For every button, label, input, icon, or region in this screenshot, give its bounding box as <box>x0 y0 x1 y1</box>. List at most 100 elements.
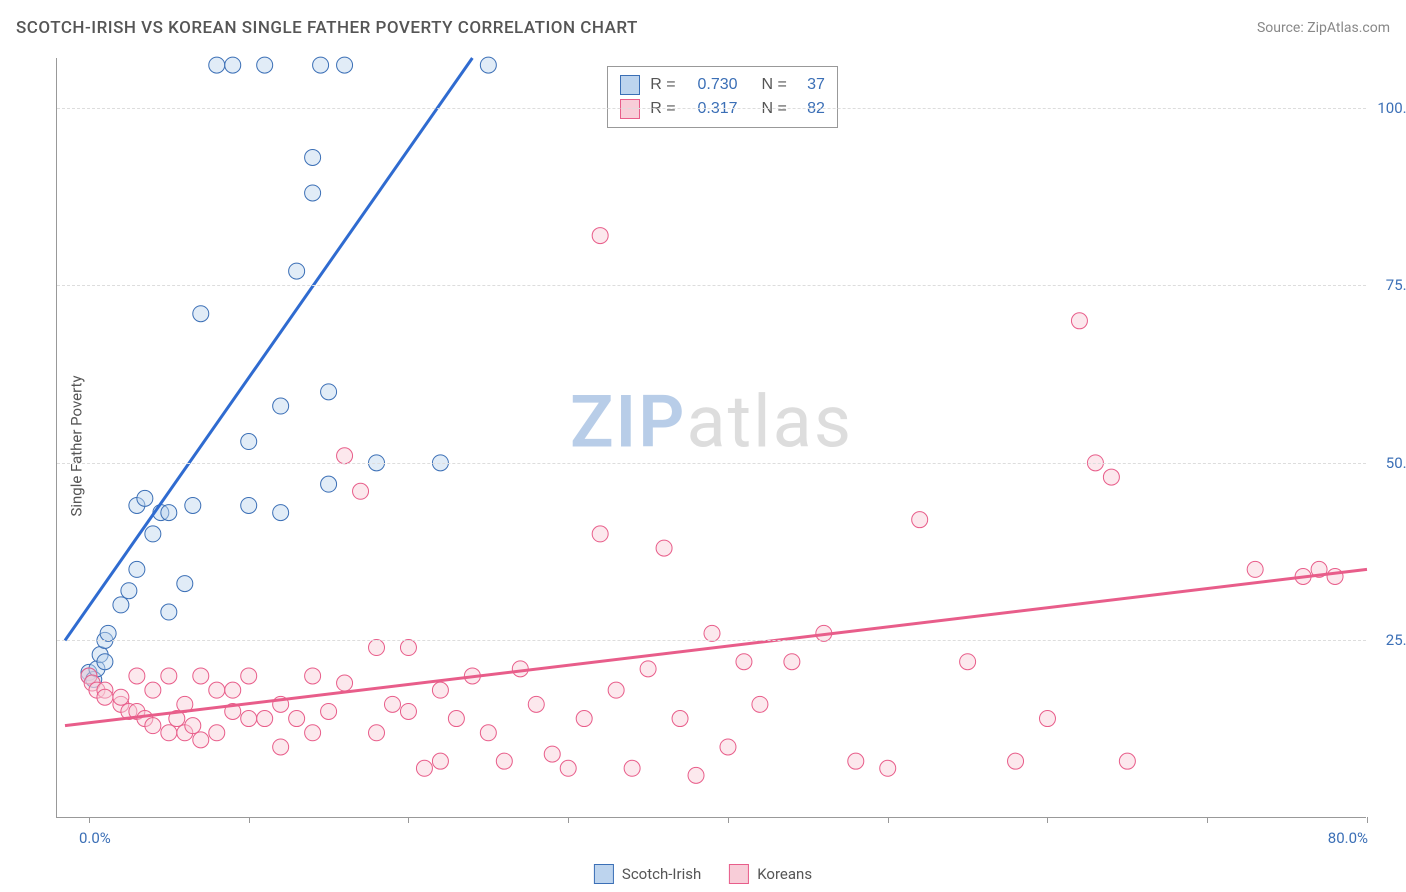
data-point[interactable] <box>608 682 624 698</box>
data-point[interactable] <box>592 228 608 244</box>
data-point[interactable] <box>369 725 385 741</box>
data-point[interactable] <box>241 668 257 684</box>
data-point[interactable] <box>960 654 976 670</box>
data-point[interactable] <box>225 682 241 698</box>
data-point[interactable] <box>145 526 161 542</box>
data-point[interactable] <box>720 739 736 755</box>
data-point[interactable] <box>185 718 201 734</box>
data-point[interactable] <box>400 703 416 719</box>
data-point[interactable] <box>145 682 161 698</box>
data-point[interactable] <box>1327 569 1343 585</box>
data-point[interactable] <box>113 597 129 613</box>
data-point[interactable] <box>432 682 448 698</box>
data-point[interactable] <box>353 483 369 499</box>
gridline <box>57 108 1366 109</box>
data-point[interactable] <box>1247 561 1263 577</box>
data-point[interactable] <box>321 384 337 400</box>
data-point[interactable] <box>289 263 305 279</box>
data-point[interactable] <box>640 661 656 677</box>
data-point[interactable] <box>848 753 864 769</box>
data-point[interactable] <box>480 57 496 73</box>
data-point[interactable] <box>688 767 704 783</box>
data-point[interactable] <box>1071 313 1087 329</box>
legend-label: Scotch-Irish <box>622 865 701 883</box>
data-point[interactable] <box>544 746 560 762</box>
data-point[interactable] <box>337 448 353 464</box>
data-point[interactable] <box>752 696 768 712</box>
data-point[interactable] <box>241 434 257 450</box>
data-point[interactable] <box>656 540 672 556</box>
data-point[interactable] <box>305 149 321 165</box>
data-point[interactable] <box>289 711 305 727</box>
data-point[interactable] <box>912 512 928 528</box>
data-point[interactable] <box>209 682 225 698</box>
data-point[interactable] <box>496 753 512 769</box>
source-link[interactable]: ZipAtlas.com <box>1307 20 1390 36</box>
data-point[interactable] <box>305 668 321 684</box>
data-point[interactable] <box>177 576 193 592</box>
data-point[interactable] <box>193 306 209 322</box>
data-point[interactable] <box>185 497 201 513</box>
legend-item[interactable]: Scotch-Irish <box>594 864 701 884</box>
data-point[interactable] <box>736 654 752 670</box>
data-point[interactable] <box>384 696 400 712</box>
data-point[interactable] <box>97 654 113 670</box>
stats-r-value: 0.730 <box>686 76 738 94</box>
data-point[interactable] <box>480 725 496 741</box>
data-point[interactable] <box>784 654 800 670</box>
data-point[interactable] <box>257 57 273 73</box>
data-point[interactable] <box>209 725 225 741</box>
data-point[interactable] <box>592 526 608 542</box>
data-point[interactable] <box>209 57 225 73</box>
data-point[interactable] <box>113 689 129 705</box>
x-tick <box>89 817 90 823</box>
data-point[interactable] <box>305 725 321 741</box>
data-point[interactable] <box>273 739 289 755</box>
data-point[interactable] <box>145 718 161 734</box>
legend-item[interactable]: Koreans <box>729 864 812 884</box>
data-point[interactable] <box>576 711 592 727</box>
data-point[interactable] <box>161 668 177 684</box>
data-point[interactable] <box>432 753 448 769</box>
data-point[interactable] <box>305 185 321 201</box>
data-point[interactable] <box>321 476 337 492</box>
data-point[interactable] <box>337 675 353 691</box>
data-point[interactable] <box>1008 753 1024 769</box>
data-point[interactable] <box>528 696 544 712</box>
data-point[interactable] <box>448 711 464 727</box>
data-point[interactable] <box>400 640 416 656</box>
source-prefix: Source: <box>1257 20 1307 36</box>
data-point[interactable] <box>337 57 353 73</box>
data-point[interactable] <box>273 505 289 521</box>
data-point[interactable] <box>100 625 116 641</box>
data-point[interactable] <box>137 490 153 506</box>
data-point[interactable] <box>161 604 177 620</box>
data-point[interactable] <box>1039 711 1055 727</box>
data-point[interactable] <box>560 760 576 776</box>
data-point[interactable] <box>416 760 432 776</box>
data-point[interactable] <box>193 732 209 748</box>
data-point[interactable] <box>129 561 145 577</box>
data-point[interactable] <box>241 497 257 513</box>
data-point[interactable] <box>257 711 273 727</box>
data-point[interactable] <box>225 57 241 73</box>
data-point[interactable] <box>672 711 688 727</box>
data-point[interactable] <box>97 689 113 705</box>
data-point[interactable] <box>1103 469 1119 485</box>
source-attribution: Source: ZipAtlas.com <box>1257 20 1390 36</box>
data-point[interactable] <box>161 505 177 521</box>
data-point[interactable] <box>273 398 289 414</box>
data-point[interactable] <box>704 625 720 641</box>
data-point[interactable] <box>241 711 257 727</box>
data-point[interactable] <box>369 640 385 656</box>
data-point[interactable] <box>161 725 177 741</box>
data-point[interactable] <box>121 583 137 599</box>
data-point[interactable] <box>193 668 209 684</box>
data-point[interactable] <box>1119 753 1135 769</box>
data-point[interactable] <box>313 57 329 73</box>
data-point[interactable] <box>129 668 145 684</box>
correlation-stats-box: R =0.730N =37R =0.317N =82 <box>607 66 838 128</box>
data-point[interactable] <box>880 760 896 776</box>
data-point[interactable] <box>321 703 337 719</box>
data-point[interactable] <box>624 760 640 776</box>
